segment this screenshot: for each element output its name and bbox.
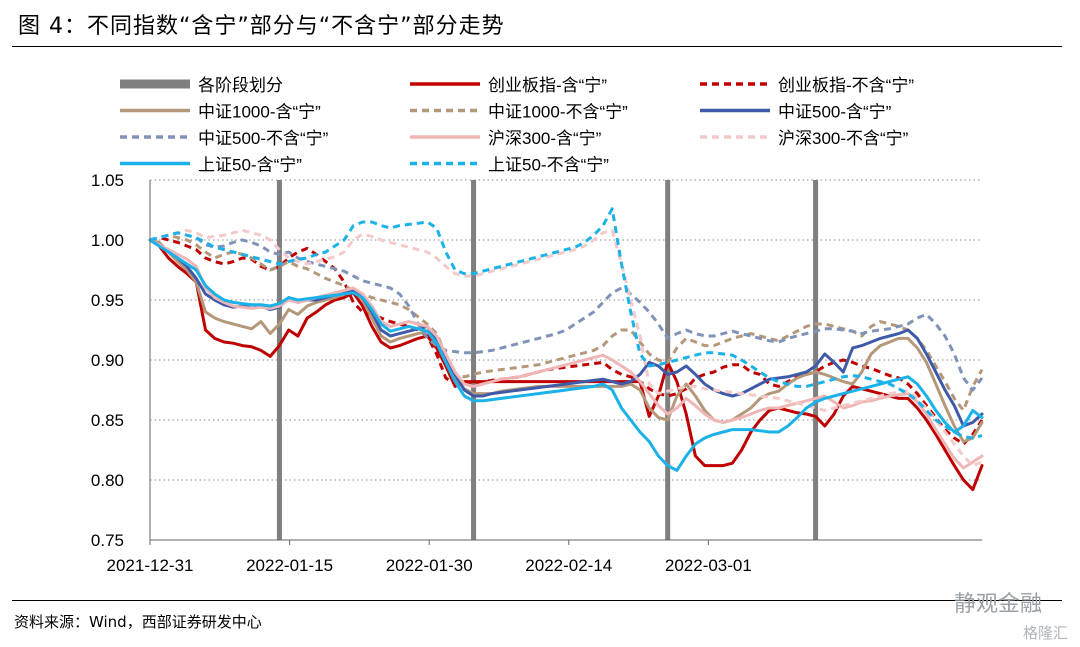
x-tick-label: 2022-01-15 bbox=[246, 556, 333, 575]
series-lines bbox=[148, 207, 984, 492]
x-tick-label: 2022-03-01 bbox=[665, 556, 752, 575]
legend-label: 各阶段划分 bbox=[198, 76, 283, 95]
series-line bbox=[149, 207, 983, 440]
series-line bbox=[148, 238, 984, 470]
figure-title: 图 4：不同指数“含宁”部分与“不含宁”部分走势 bbox=[18, 14, 505, 39]
legend-label: 沪深300-不含“宁” bbox=[778, 129, 909, 148]
y-tick-label: 0.85 bbox=[91, 411, 124, 430]
y-tick-label: 0.90 bbox=[91, 351, 124, 370]
y-tick-label: 0.80 bbox=[91, 471, 124, 490]
y-tick-label: 0.75 bbox=[91, 531, 124, 550]
legend-label: 沪深300-含“宁” bbox=[488, 129, 602, 148]
y-tick-label: 1.05 bbox=[91, 171, 124, 190]
legend-label: 中证1000-含“宁” bbox=[198, 103, 321, 122]
series-line bbox=[149, 228, 983, 468]
legend-label: 中证500-含“宁” bbox=[778, 103, 892, 122]
line-chart: 各阶段划分 创业板指-含“宁” 创业板指-不含“宁” 中证1000-含“宁” 中证100… bbox=[91, 76, 984, 575]
series-line bbox=[148, 238, 984, 492]
legend-label: 创业板指-含“宁” bbox=[488, 76, 607, 95]
y-tick-label: 0.95 bbox=[91, 291, 124, 310]
axes: 0.75 0.80 0.85 0.90 0.95 1.00 1.05 2021-12-31 20… bbox=[91, 171, 982, 575]
legend-label: 创业板指-不含“宁” bbox=[778, 76, 914, 95]
source-rule bbox=[12, 600, 1062, 601]
watermark-main: 静观金融 bbox=[953, 592, 1042, 617]
x-tick-label: 2022-02-14 bbox=[525, 556, 612, 575]
series-line bbox=[148, 238, 984, 472]
y-tick-label: 1.00 bbox=[91, 231, 124, 250]
x-tick-label: 2021-12-31 bbox=[107, 556, 194, 575]
watermark-sub: 格隆汇 bbox=[1022, 624, 1068, 642]
x-tick-label: 2022-01-30 bbox=[386, 556, 473, 575]
legend: 各阶段划分 创业板指-含“宁” 创业板指-不含“宁” 中证1000-含“宁” 中证100… bbox=[120, 76, 914, 175]
legend-label: 中证1000-不含“宁” bbox=[488, 103, 628, 122]
series-line bbox=[149, 231, 984, 392]
series-line bbox=[149, 236, 984, 446]
legend-label: 中证500-不含“宁” bbox=[198, 129, 329, 148]
legend-label: 上证50-不含“宁” bbox=[488, 156, 609, 175]
source-note: 资料来源：Wind，西部证券研发中心 bbox=[14, 613, 262, 631]
legend-label: 上证50-含“宁” bbox=[198, 156, 302, 175]
series-line bbox=[148, 238, 984, 444]
title-rule bbox=[12, 46, 1062, 47]
